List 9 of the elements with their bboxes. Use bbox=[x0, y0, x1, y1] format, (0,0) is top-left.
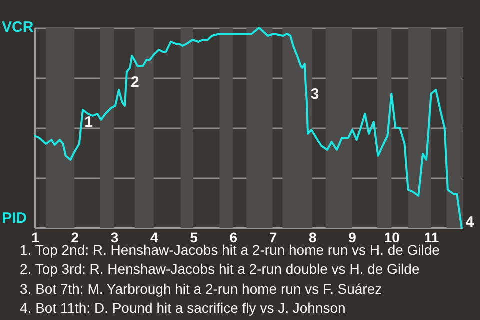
annotation: 1 bbox=[84, 114, 93, 131]
text: PID bbox=[2, 210, 28, 227]
annotation: 4 bbox=[466, 214, 475, 231]
annotation: 3 bbox=[310, 86, 320, 103]
text: VCR bbox=[2, 19, 34, 36]
text: 4. Bot 11th: D. Pound hit a sacrifice fly vs J. Johnson bbox=[20, 298, 347, 318]
text: 3. Bot 7th: M. Yarbrough hit a 2-run home run vs F. Suárez bbox=[20, 280, 384, 299]
text: 2. Top 3rd: R. Henshaw-Jacobs hit a 2-run double vs H. de Gilde bbox=[20, 260, 421, 280]
annotation: 2 bbox=[130, 74, 140, 91]
